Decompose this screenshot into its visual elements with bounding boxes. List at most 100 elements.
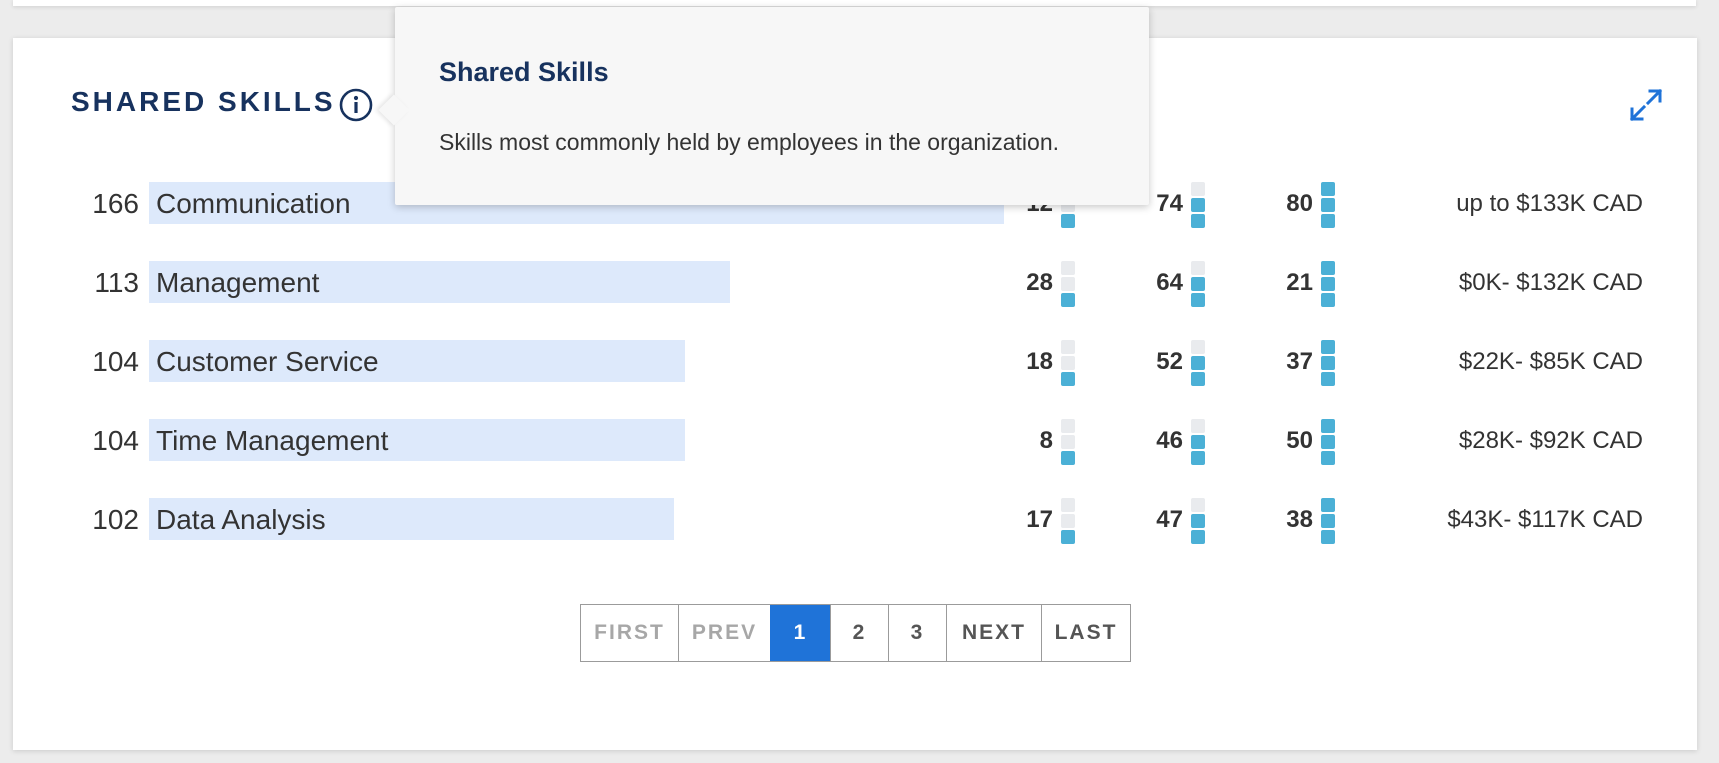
page-button-2[interactable]: 2 <box>830 605 888 661</box>
gauge-segment <box>1061 293 1075 307</box>
gauge-segment <box>1321 451 1335 465</box>
skill-metric-1: 18 <box>1026 348 1053 375</box>
gauge-segment <box>1061 356 1075 370</box>
skill-count: 102 <box>92 504 139 535</box>
skill-row[interactable]: 102 Data Analysis 17 47 38 $43K- $117K CAD <box>13 498 1697 544</box>
skill-metric-3: 37 <box>1286 348 1313 375</box>
skill-metric-1: 28 <box>1026 269 1053 296</box>
skill-name[interactable]: Time Management <box>156 425 389 456</box>
expand-icon[interactable] <box>1627 86 1665 124</box>
next-page-button[interactable]: NEXT <box>946 605 1041 661</box>
salary-range: $22K- $85K CAD <box>1458 348 1643 375</box>
gauge-segment <box>1061 435 1075 449</box>
level-gauge-3 <box>1321 261 1335 307</box>
skill-name[interactable]: Data Analysis <box>156 504 326 535</box>
gauge-segment <box>1191 340 1205 354</box>
gauge-segment <box>1191 214 1205 228</box>
skill-row[interactable]: 104 Customer Service 18 52 37 $22K- $85K CAD <box>13 340 1697 386</box>
skill-metric-3: 50 <box>1286 427 1313 454</box>
level-gauge-1 <box>1061 419 1075 465</box>
salary-range: $43K- $117K CAD <box>1447 506 1643 533</box>
salary-range: $0K- $132K CAD <box>1458 269 1643 296</box>
skill-metric-1: 8 <box>1039 427 1053 454</box>
skill-metric-2: 64 <box>1156 269 1183 296</box>
info-tooltip: Shared Skills Skills most commonly held … <box>378 7 1149 205</box>
skill-metric-2: 47 <box>1156 506 1183 533</box>
skill-bar <box>149 498 674 540</box>
gauge-segment <box>1191 451 1205 465</box>
skill-name[interactable]: Customer Service <box>156 346 379 377</box>
skill-metric-3: 38 <box>1286 506 1313 533</box>
level-gauge-1 <box>1061 340 1075 386</box>
pagination: FIRST PREV 1 2 3 NEXT LAST <box>580 604 1131 662</box>
skill-metric-3: 80 <box>1286 190 1313 217</box>
tooltip-body: Skills most commonly held by employees i… <box>439 129 1060 155</box>
level-gauge-3 <box>1321 182 1335 228</box>
level-gauge-2 <box>1191 419 1205 465</box>
skill-row[interactable]: 113 Management 28 64 21 $0K- $132K CAD <box>13 261 1697 307</box>
tooltip-title: Shared Skills <box>439 57 609 87</box>
gauge-segment <box>1321 530 1335 544</box>
level-gauge-1 <box>1061 261 1075 307</box>
gauge-segment <box>1321 514 1335 528</box>
level-gauge-2 <box>1191 261 1205 307</box>
info-circle-icon[interactable] <box>339 88 373 122</box>
gauge-segment <box>1321 277 1335 291</box>
gauge-segment <box>1061 214 1075 228</box>
gauge-segment <box>1061 498 1075 512</box>
gauge-segment <box>1321 198 1335 212</box>
skill-row[interactable]: 104 Time Management 8 46 50 $28K- $92K CAD <box>13 419 1697 465</box>
gauge-segment <box>1061 261 1075 275</box>
gauge-segment <box>1321 356 1335 370</box>
gauge-segment <box>1191 356 1205 370</box>
gauge-segment <box>1061 372 1075 386</box>
salary-range: $28K- $92K CAD <box>1458 427 1643 454</box>
level-gauge-3 <box>1321 340 1335 386</box>
page-button-3[interactable]: 3 <box>888 605 946 661</box>
page-button-1[interactable]: 1 <box>770 605 830 661</box>
skill-metric-3: 21 <box>1286 269 1313 296</box>
level-gauge-2 <box>1191 340 1205 386</box>
gauge-segment <box>1321 372 1335 386</box>
previous-card-edge <box>13 0 1696 6</box>
gauge-segment <box>1191 435 1205 449</box>
gauge-segment <box>1061 514 1075 528</box>
gauge-segment <box>1191 419 1205 433</box>
first-page-button[interactable]: FIRST <box>581 605 678 661</box>
skill-count: 104 <box>92 425 139 456</box>
gauge-segment <box>1321 435 1335 449</box>
gauge-segment <box>1321 340 1335 354</box>
level-gauge-3 <box>1321 498 1335 544</box>
last-page-button[interactable]: LAST <box>1041 605 1130 661</box>
gauge-segment <box>1191 293 1205 307</box>
gauge-segment <box>1191 530 1205 544</box>
skill-name[interactable]: Communication <box>156 188 351 219</box>
prev-page-button[interactable]: PREV <box>678 605 770 661</box>
skill-name[interactable]: Management <box>156 267 320 298</box>
skill-bar <box>149 419 685 461</box>
gauge-segment <box>1191 277 1205 291</box>
gauge-segment <box>1191 261 1205 275</box>
gauge-segment <box>1191 372 1205 386</box>
skill-metric-1: 17 <box>1026 506 1053 533</box>
skill-metric-2: 74 <box>1156 190 1183 217</box>
gauge-segment <box>1321 293 1335 307</box>
gauge-segment <box>1061 530 1075 544</box>
gauge-segment <box>1321 498 1335 512</box>
gauge-segment <box>1321 261 1335 275</box>
gauge-segment <box>1191 498 1205 512</box>
gauge-segment <box>1321 182 1335 196</box>
salary-range: up to $133K CAD <box>1456 190 1643 217</box>
gauge-segment <box>1061 277 1075 291</box>
level-gauge-2 <box>1191 498 1205 544</box>
gauge-segment <box>1191 198 1205 212</box>
skill-bar <box>149 340 685 382</box>
card-title: SHARED SKILLS <box>71 86 336 117</box>
gauge-segment <box>1061 340 1075 354</box>
level-gauge-1 <box>1061 498 1075 544</box>
gauge-segment <box>1061 419 1075 433</box>
level-gauge-3 <box>1321 419 1335 465</box>
skill-metric-2: 46 <box>1156 427 1183 454</box>
gauge-segment <box>1191 182 1205 196</box>
skill-count: 166 <box>92 188 139 219</box>
